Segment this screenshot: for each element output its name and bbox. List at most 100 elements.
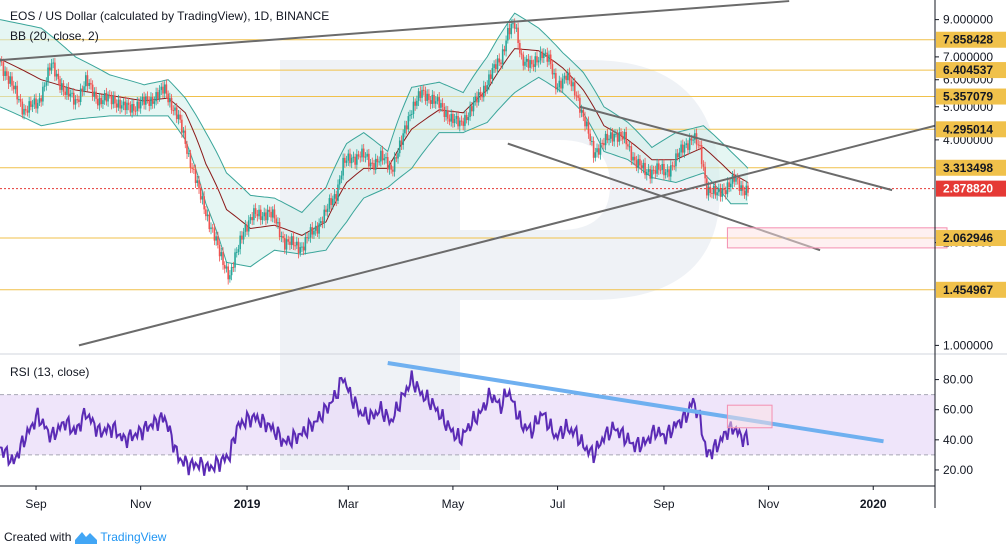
candle-body [482, 85, 485, 98]
candle-body [119, 99, 121, 109]
candle-body [9, 76, 12, 84]
candle-body [476, 96, 478, 103]
candle-body [266, 209, 269, 221]
candle-body [362, 148, 365, 158]
candle-body [230, 266, 233, 276]
candle-body [314, 225, 317, 231]
candle-body [12, 85, 15, 90]
candle-body [14, 85, 17, 90]
candle-body [457, 116, 459, 127]
candle-body [115, 103, 118, 108]
candle-body [410, 113, 413, 115]
candle-body [656, 163, 658, 174]
candle-body [93, 91, 96, 97]
candle-body [628, 146, 631, 148]
candle-body [54, 62, 56, 77]
candle-body [254, 208, 257, 214]
candle-body [579, 97, 581, 113]
candle-body [692, 139, 694, 141]
candle-body [376, 158, 379, 163]
candle-body [539, 51, 542, 61]
candle-body [491, 68, 494, 79]
candle-body [301, 246, 303, 248]
level-tag [936, 88, 1006, 105]
candle-body [160, 86, 163, 90]
candle-body [544, 52, 547, 54]
candle-body [47, 67, 49, 83]
candle-body [450, 114, 453, 122]
candle-body [193, 168, 195, 170]
candle-body [582, 109, 585, 117]
candle-body [743, 190, 746, 196]
candle-body [666, 169, 669, 173]
candle-body [297, 241, 300, 254]
candle-body [568, 72, 571, 81]
bb-indicator-label: BB (20, close, 2) [10, 29, 99, 43]
time-tick-label: Nov [130, 497, 151, 511]
candle-body [6, 71, 8, 76]
candle-body [198, 180, 200, 189]
candle-body [30, 101, 32, 107]
candle-body [736, 178, 739, 180]
candle-body [486, 85, 489, 91]
candle-body [136, 101, 139, 111]
candle-body [356, 154, 358, 165]
candle-body [91, 84, 94, 97]
time-tick-label: Sep [653, 497, 675, 511]
candle-body [179, 114, 181, 120]
candle-body [321, 221, 324, 224]
candle-body [726, 182, 729, 195]
candle-body [273, 209, 276, 219]
candle-body [669, 165, 672, 177]
candle-body [158, 89, 161, 99]
candle-body [731, 174, 734, 184]
candle-body [354, 156, 356, 165]
candle-body [632, 156, 634, 161]
candle-body [565, 75, 567, 81]
time-tick-label: 2019 [234, 497, 261, 511]
candle-body [42, 86, 44, 102]
candle-body [215, 236, 217, 241]
footer-brand[interactable]: TradingView [100, 530, 167, 544]
candle-body [107, 94, 109, 102]
candle-body [337, 184, 339, 201]
candle-body [311, 227, 314, 235]
candle-body [244, 224, 247, 232]
candle-body [704, 166, 706, 179]
candle-body [342, 157, 344, 176]
rsi-tick-label: 80.00 [943, 373, 973, 387]
candle-body [148, 100, 151, 106]
candle-body [117, 99, 120, 108]
price-pane[interactable] [0, 0, 948, 347]
price-chart[interactable]: 9.0000007.0000006.0000005.0000004.000000… [0, 0, 1007, 527]
candle-body [438, 97, 440, 108]
candle-body [19, 99, 22, 102]
candle-body [229, 275, 231, 280]
candle-body [333, 194, 336, 199]
candle-body [489, 74, 492, 79]
candle-body [429, 100, 432, 104]
candle-body [182, 130, 185, 133]
candle-body [645, 171, 648, 176]
candle-body [320, 221, 322, 224]
candle-body [278, 222, 281, 237]
level-tag [936, 281, 1006, 298]
rsi-pane[interactable] [0, 361, 935, 476]
candle-body [170, 97, 173, 111]
candle-body [285, 239, 288, 250]
candle-body [223, 264, 226, 269]
candle-body [330, 198, 332, 205]
candle-body [318, 223, 320, 234]
candle-body [108, 94, 111, 96]
candle-body [534, 56, 537, 67]
level-label: 3.313498 [943, 161, 993, 175]
candle-body [627, 144, 629, 147]
candle-body [102, 100, 104, 105]
candle-body [663, 164, 665, 176]
candle-body [292, 236, 295, 246]
candle-body [146, 96, 149, 101]
candle-body [55, 73, 58, 77]
rsi-indicator-label: RSI (13, close) [10, 365, 89, 379]
rsi-tick-label: 20.00 [943, 463, 973, 477]
candle-body [45, 82, 48, 86]
